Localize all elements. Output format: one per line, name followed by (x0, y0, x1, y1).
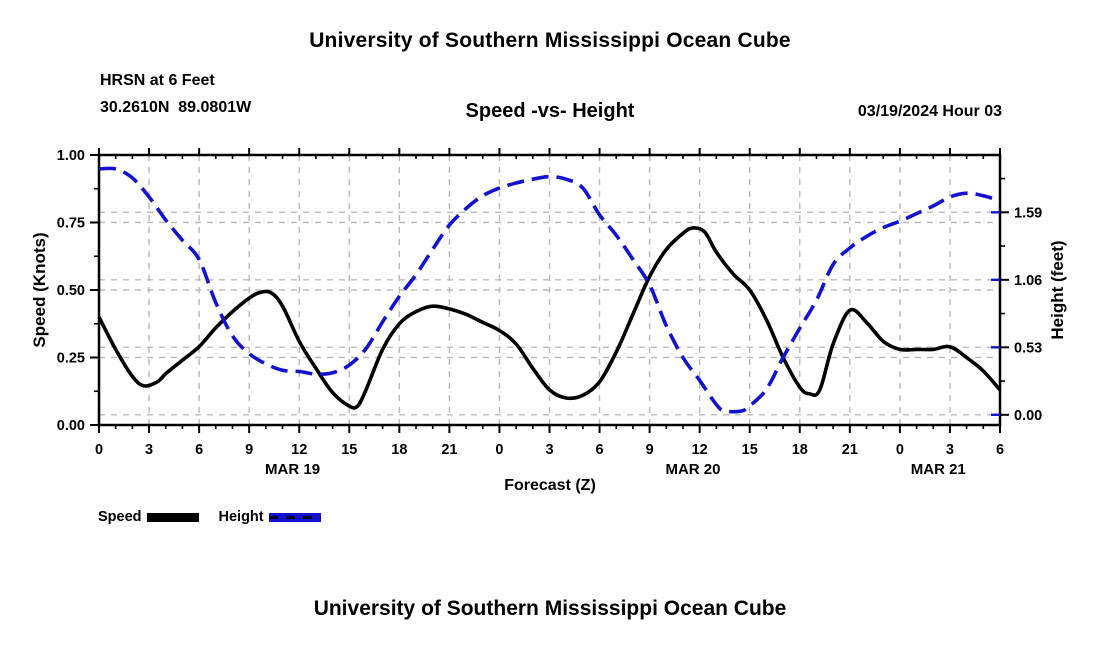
station-name-label: HRSN at 6 Feet (100, 72, 215, 89)
svg-text:0.00: 0.00 (1014, 408, 1042, 424)
svg-text:0: 0 (896, 442, 904, 458)
svg-text:1.59: 1.59 (1014, 205, 1042, 221)
svg-text:0.50: 0.50 (57, 283, 85, 299)
svg-text:MAR 19: MAR 19 (265, 461, 320, 478)
svg-text:MAR 21: MAR 21 (911, 461, 966, 478)
svg-text:0: 0 (495, 442, 503, 458)
chart-legend: Speed Height (98, 509, 321, 525)
legend-label-speed: Speed (98, 509, 142, 525)
y-right-tick-labels: 0.00 0.53 1.06 1.59 (1014, 205, 1042, 423)
svg-text:21: 21 (842, 442, 858, 458)
next-page-title: University of Southern Mississippi Ocean… (313, 597, 787, 620)
svg-text:15: 15 (341, 442, 357, 458)
x-axis-title: Forecast (Z) (504, 477, 596, 494)
page-title: University of Southern Mississippi Ocean… (309, 29, 791, 52)
svg-text:6: 6 (195, 442, 203, 458)
svg-text:18: 18 (792, 442, 808, 458)
forecast-run-datetime: 03/19/2024 Hour 03 (857, 103, 1002, 120)
speed-line-swatch-icon (146, 512, 199, 522)
height-line-swatch-icon (268, 512, 321, 522)
gridlines (99, 155, 1000, 425)
svg-text:0.75: 0.75 (57, 216, 85, 232)
svg-text:0: 0 (95, 442, 103, 458)
svg-text:3: 3 (145, 442, 153, 458)
svg-text:9: 9 (646, 442, 654, 458)
svg-text:0.53: 0.53 (1014, 340, 1042, 356)
height-line (98, 166, 1001, 414)
svg-text:0.25: 0.25 (57, 351, 85, 367)
svg-text:15: 15 (742, 442, 758, 458)
svg-text:12: 12 (291, 442, 307, 458)
svg-text:18: 18 (391, 442, 407, 458)
x-tick-labels: 0 3 6 9 12 15 18 21 0 3 6 9 12 15 18 21 0 3 6 (95, 442, 1004, 458)
legend-label-height: Height (218, 509, 264, 525)
svg-text:12: 12 (692, 442, 708, 458)
svg-text:0.00: 0.00 (57, 418, 85, 434)
svg-text:1.06: 1.06 (1014, 273, 1042, 289)
chart-title: Speed -vs- Height (465, 100, 635, 122)
y-axis-titles: Speed (Knots) Height (feet) (30, 232, 1067, 347)
svg-text:Height (feet): Height (feet) (1048, 240, 1067, 339)
y-left-tick-labels: 0.00 0.25 0.50 0.75 1.00 (57, 148, 85, 434)
svg-text:9: 9 (245, 442, 253, 458)
x-day-labels: MAR 19 MAR 20 MAR 21 (265, 461, 966, 478)
speed-line (97, 226, 1002, 410)
axis-ticks (90, 148, 1009, 433)
svg-text:6: 6 (996, 442, 1004, 458)
svg-text:MAR 20: MAR 20 (665, 461, 720, 478)
svg-text:3: 3 (946, 442, 954, 458)
svg-text:Speed (Knots): Speed (Knots) (30, 232, 49, 347)
station-coordinates-label: 30.2610N 89.0801W (100, 99, 252, 116)
svg-text:3: 3 (545, 442, 553, 458)
svg-text:1.00: 1.00 (57, 148, 85, 164)
svg-text:21: 21 (441, 442, 457, 458)
svg-text:6: 6 (596, 442, 604, 458)
